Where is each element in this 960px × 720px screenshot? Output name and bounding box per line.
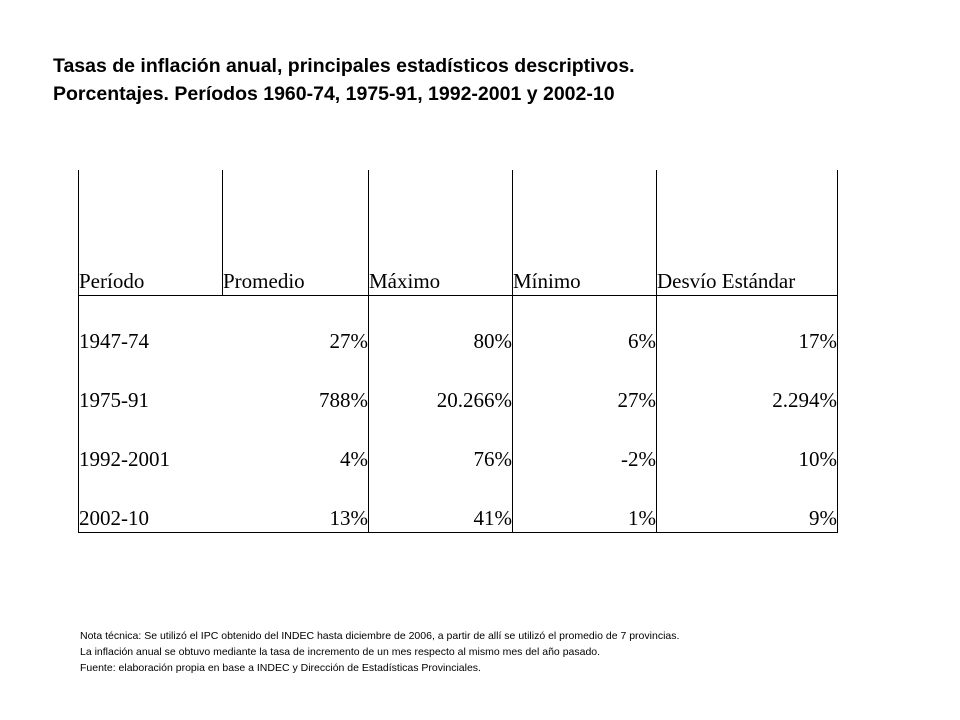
header-promedio: Promedio (222, 170, 369, 296)
cell-minimo: 1% (512, 473, 657, 533)
cell-desvio: 9% (656, 473, 838, 533)
note-line-1: Nota técnica: Se utilizó el IPC obtenido… (80, 630, 680, 642)
table-row: 1975-91 788% 20.266% 27% 2.294% (78, 355, 838, 414)
cell-promedio: 4% (222, 414, 369, 473)
note-line-2: La inflación anual se obtuvo mediante la… (80, 646, 601, 658)
table-header-row: Período Promedio Máximo Mínimo Desvío Es… (78, 170, 838, 296)
cell-maximo: 76% (368, 414, 513, 473)
table-row: 1992-2001 4% 76% -2% 10% (78, 414, 838, 473)
cell-desvio: 17% (656, 295, 838, 355)
table-row: 1947-74 27% 80% 6% 17% (78, 295, 838, 355)
cell-promedio: 13% (222, 473, 369, 533)
cell-period: 1947-74 (78, 295, 223, 355)
title-line-1: Tasas de inflación anual, principales es… (53, 55, 635, 77)
header-maximo: Máximo (368, 170, 513, 296)
cell-minimo: 27% (512, 355, 657, 414)
cell-minimo: 6% (512, 295, 657, 355)
cell-minimo: -2% (512, 414, 657, 473)
cell-promedio: 27% (222, 295, 369, 355)
header-minimo: Mínimo (512, 170, 657, 296)
cell-period: 1992-2001 (78, 414, 223, 473)
title-line-2: Porcentajes. Períodos 1960-74, 1975-91, … (53, 83, 615, 105)
cell-maximo: 41% (368, 473, 513, 533)
technical-notes: Nota técnica: Se utilizó el IPC obtenido… (80, 628, 900, 676)
cell-promedio: 788% (222, 355, 369, 414)
header-desvio-estandar: Desvío Estándar (656, 170, 838, 296)
header-periodo: Período (78, 170, 223, 296)
cell-maximo: 80% (368, 295, 513, 355)
cell-desvio: 2.294% (656, 355, 838, 414)
table-row: 2002-10 13% 41% 1% 9% (78, 473, 838, 533)
slide-title: Tasas de inflación anual, principales es… (53, 52, 913, 108)
inflation-stats-table: Período Promedio Máximo Mínimo Desvío Es… (78, 170, 838, 533)
cell-period: 2002-10 (78, 473, 223, 533)
cell-desvio: 10% (656, 414, 838, 473)
cell-period: 1975-91 (78, 355, 223, 414)
source-line: Fuente: elaboración propia en base a IND… (80, 662, 481, 674)
cell-maximo: 20.266% (368, 355, 513, 414)
